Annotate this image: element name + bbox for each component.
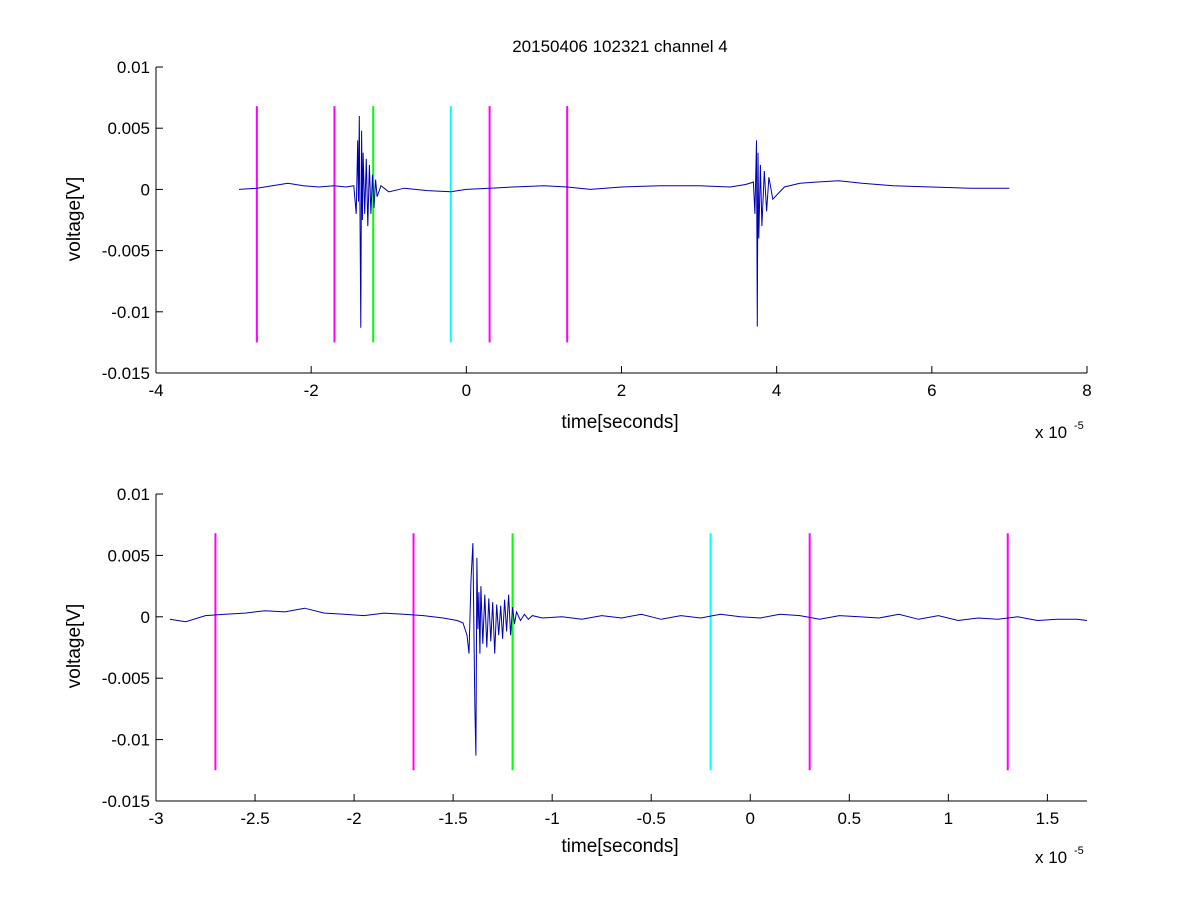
bottom-y-tick-label-2: 0 [141, 608, 150, 627]
bottom-axis-ticks: -3 -2.5 -2 -1.5 -1 -0.5 0 0.5 1 1.5 0.01 0.005 0 -0.0… [102, 485, 1059, 828]
top-y-tick-label-2: 0 [141, 180, 150, 199]
top-x-exponent-power: -5 [1074, 420, 1084, 432]
top-y-axis-label: voltage[V] [64, 177, 85, 262]
bottom-x-tick-label-7: 0.5 [837, 809, 861, 828]
bottom-x-exponent-base: x 10 [1035, 848, 1067, 867]
bottom-x-tick-label-6: 0 [746, 809, 755, 828]
bottom-x-tick-label-8: 1 [944, 809, 953, 828]
top-x-exponent: x 10 -5 [1035, 420, 1084, 442]
top-y-tick-label-3: -0.005 [102, 242, 150, 261]
top-y-tick-label-0: 0.01 [117, 58, 150, 77]
top-axes-frame [155, 67, 1087, 374]
bottom-y-tick-label-1: 0.005 [107, 546, 150, 565]
bottom-event-markers [214, 533, 1009, 771]
bottom-signal-line [169, 543, 1088, 756]
bottom-signal-trace [169, 543, 1088, 756]
bottom-y-axis-label: voltage[V] [64, 604, 85, 689]
bottom-y-tick-label-0: 0.01 [117, 485, 150, 504]
top-x-exponent-base: x 10 [1035, 423, 1067, 442]
top-y-tick-label-1: 0.005 [107, 119, 150, 138]
top-x-tick-label-2: 0 [462, 381, 471, 400]
bottom-x-exponent-power: -5 [1074, 845, 1084, 857]
top-x-tick-label-4: 4 [772, 381, 781, 400]
bottom-x-tick-label-4: -1 [545, 809, 560, 828]
bottom-x-tick-label-1: -2.5 [240, 809, 269, 828]
top-subplot: -4 -2 0 2 4 6 8 0.01 0.005 0 -0.005 -0.01 -0.015 tim… [64, 58, 1092, 442]
top-event-markers [255, 106, 569, 343]
top-y-tick-label-5: -0.015 [102, 364, 150, 383]
bottom-x-tick-label-5: -0.5 [637, 809, 666, 828]
bottom-x-tick-label-2: -2 [347, 809, 362, 828]
bottom-x-axis-label: time[seconds] [561, 836, 678, 857]
chart-title: 20150406 102321 channel 4 [512, 37, 728, 56]
bottom-x-tick-label-0: -3 [148, 809, 163, 828]
top-x-tick-label-3: 2 [617, 381, 626, 400]
top-y-tick-label-4: -0.01 [111, 303, 150, 322]
top-x-tick-label-5: 6 [927, 381, 936, 400]
top-signal-trace [238, 115, 1010, 328]
top-x-tick-label-0: -4 [148, 381, 163, 400]
bottom-subplot: -3 -2.5 -2 -1.5 -1 -0.5 0 0.5 1 1.5 0.01 0.005 0 -0.0… [64, 485, 1088, 867]
bottom-axes-frame [155, 494, 1087, 802]
bottom-x-exponent: x 10 -5 [1035, 845, 1084, 867]
bottom-y-tick-label-5: -0.015 [102, 792, 150, 811]
bottom-x-tick-label-9: 1.5 [1036, 809, 1060, 828]
top-x-axis-label: time[seconds] [561, 412, 678, 433]
top-x-tick-label-6: 8 [1082, 381, 1091, 400]
top-x-tick-label-1: -2 [304, 381, 319, 400]
top-signal-line [238, 115, 1010, 328]
bottom-y-tick-label-4: -0.01 [111, 731, 150, 750]
bottom-y-tick-label-3: -0.005 [102, 669, 150, 688]
bottom-x-tick-label-3: -1.5 [438, 809, 467, 828]
top-axis-ticks: -4 -2 0 2 4 6 8 0.01 0.005 0 -0.005 -0.01 -0.015 [102, 58, 1092, 400]
